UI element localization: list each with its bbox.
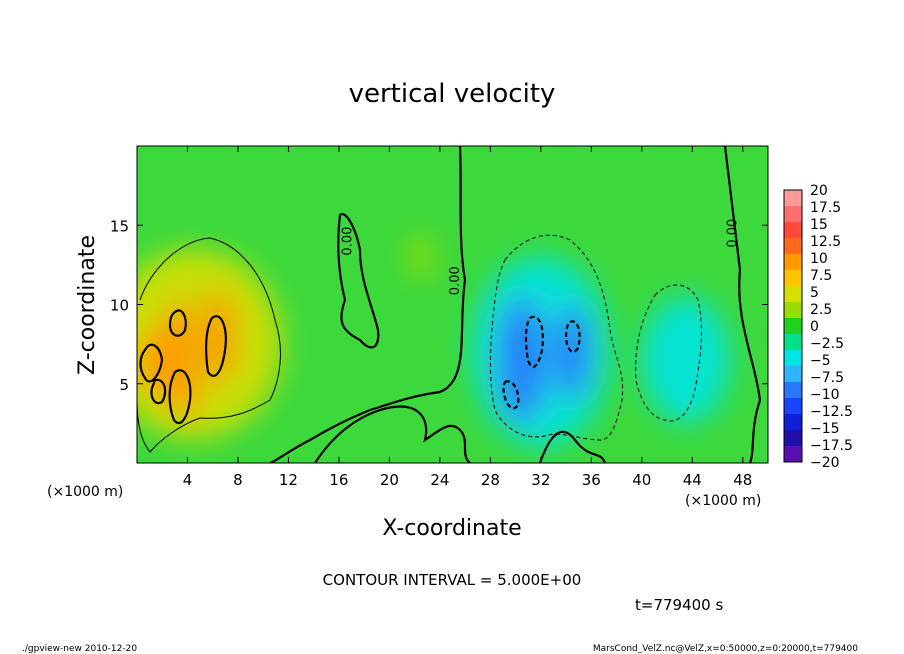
- colorbar-label-12: −10: [810, 387, 840, 403]
- contour-label-1: 0.00: [448, 266, 463, 295]
- colorbar-swatch-2: [784, 222, 802, 239]
- colorbar: [783, 189, 803, 463]
- colorbar-frame: [783, 189, 803, 463]
- x-tick-label-2: 12: [279, 471, 298, 489]
- colorbar-label-1: 17.5: [810, 200, 841, 216]
- colorbar-swatch-9: [784, 334, 802, 351]
- colorbar-swatch-8: [784, 318, 802, 335]
- field-feature-4: [169, 363, 201, 421]
- contour-label-2: 0.00: [725, 219, 740, 248]
- field-feature-9: [553, 304, 592, 400]
- x-tick-label-4: 20: [380, 471, 399, 489]
- x-unit-left: (×1000 m): [47, 484, 123, 500]
- x-axis-ticks: 4 8 12 16 20 24 28 32 36 40 44 48: [183, 146, 752, 489]
- colorbar-label-11: −7.5: [810, 370, 844, 386]
- colorbar-labels: 2017.51512.5107.552.50−2.5−5−7.5−10−12.5…: [810, 183, 853, 471]
- field-feature-3: [168, 296, 194, 345]
- contour-interval-text: CONTOUR INTERVAL = 5.000E+00: [323, 571, 582, 589]
- colorbar-swatch-4: [784, 254, 802, 271]
- footer-left: ./gpview-new 2010-12-20: [22, 644, 137, 654]
- x-tick-label-1: 8: [233, 471, 243, 489]
- colorbar-swatch-11: [784, 366, 802, 383]
- x-tick-label-8: 36: [582, 471, 601, 489]
- x-tick-label-9: 40: [632, 471, 651, 489]
- x-unit-right: (×1000 m): [685, 493, 761, 509]
- field-feature-5: [137, 336, 163, 384]
- colorbar-label-0: 20: [810, 183, 828, 199]
- colorbar-swatch-13: [784, 398, 802, 415]
- plot-area: 0.00 0.00 0.00: [136, 145, 769, 464]
- colorbar-swatch-10: [784, 350, 802, 367]
- colorbar-label-4: 10: [810, 251, 828, 267]
- x-tick-label-11: 48: [733, 471, 752, 489]
- colorbar-label-15: −17.5: [810, 438, 853, 454]
- colorbar-label-10: −5: [810, 353, 831, 369]
- field-feature-10: [641, 296, 731, 424]
- colorbar-swatch-15: [784, 430, 802, 447]
- colorbar-swatch-14: [784, 414, 802, 431]
- x-tick-label-5: 24: [430, 471, 449, 489]
- x-axis-label: X-coordinate: [382, 516, 521, 541]
- contour-label-0: 0.00: [341, 227, 356, 256]
- time-text: t=779400 s: [635, 596, 723, 614]
- colorbar-swatch-3: [784, 238, 802, 255]
- y-axis-label: Z-coordinate: [75, 235, 100, 375]
- x-tick-label-3: 16: [329, 471, 348, 489]
- colorbar-label-5: 7.5: [810, 268, 832, 284]
- colorbar-swatch-6: [784, 286, 802, 303]
- colorbar-label-3: 12.5: [810, 234, 841, 250]
- footer-right: MarsCond_VelZ.nc@VelZ,x=0:50000,z=0:2000…: [593, 644, 858, 654]
- chart-title: vertical velocity: [349, 79, 556, 109]
- contour-lines: [137, 146, 762, 463]
- colorbar-label-13: −12.5: [810, 404, 853, 420]
- colorbar-swatch-0: [784, 190, 802, 207]
- x-tick-label-7: 32: [531, 471, 550, 489]
- colorbar-label-7: 2.5: [810, 302, 832, 318]
- colorbar-label-2: 15: [810, 217, 828, 233]
- colorbar-label-14: −15: [810, 421, 840, 437]
- colorbar-label-9: −2.5: [810, 336, 844, 352]
- x-tick-label-6: 28: [481, 471, 500, 489]
- colorbar-swatch-16: [784, 446, 802, 463]
- y-axis-ticks: 5 10 15: [110, 217, 768, 394]
- colorbar-swatch-12: [784, 382, 802, 399]
- colorbar-label-8: 0: [810, 319, 819, 335]
- contour-labels: 0.00 0.00 0.00: [341, 219, 741, 296]
- colorbar-swatch-7: [784, 302, 802, 319]
- y-tick-label-0: 5: [119, 376, 129, 394]
- field-feature-8: [496, 296, 548, 424]
- field-feature-6: [408, 233, 434, 281]
- colorbar-swatch-1: [784, 206, 802, 223]
- x-tick-label-10: 44: [683, 471, 702, 489]
- y-tick-label-1: 10: [110, 297, 129, 315]
- colorbar-label-16: −20: [810, 455, 840, 471]
- colorbar-swatch-5: [784, 270, 802, 287]
- x-tick-label-0: 4: [183, 471, 193, 489]
- y-tick-label-2: 15: [110, 217, 129, 235]
- field-feature-2: [200, 288, 238, 384]
- colorbar-label-6: 5: [810, 285, 819, 301]
